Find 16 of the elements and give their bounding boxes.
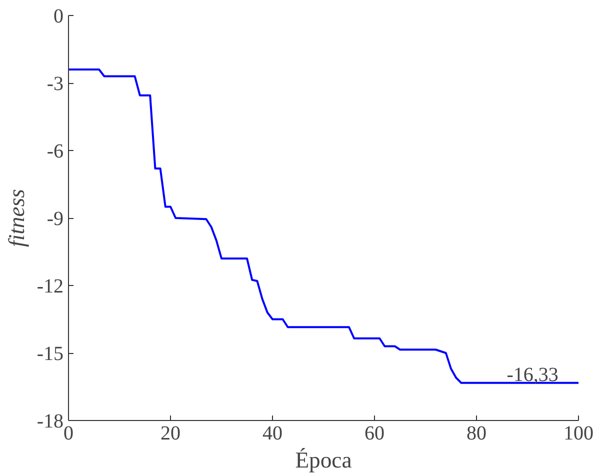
y-axis-title: fitness	[4, 188, 29, 247]
x-tick-label: 20	[160, 422, 180, 444]
y-tick-label: -12	[36, 276, 64, 298]
y-tick-label: -18	[36, 410, 64, 432]
annotation: -16,33	[506, 364, 558, 386]
y-tick-label: -9	[46, 208, 64, 230]
x-tick-label: 40	[262, 422, 282, 444]
line-series	[68, 68, 578, 384]
y-tick-label: -3	[46, 73, 64, 95]
y-tick-label: 0	[54, 6, 64, 28]
x-tick-label: 100	[564, 422, 594, 444]
x-axis-title: Época	[295, 448, 352, 472]
y-tick-label: -6	[46, 140, 64, 162]
y-tick-label: -15	[36, 343, 64, 365]
x-tick-label: 80	[466, 422, 486, 444]
x-tick-label: 60	[364, 422, 384, 444]
